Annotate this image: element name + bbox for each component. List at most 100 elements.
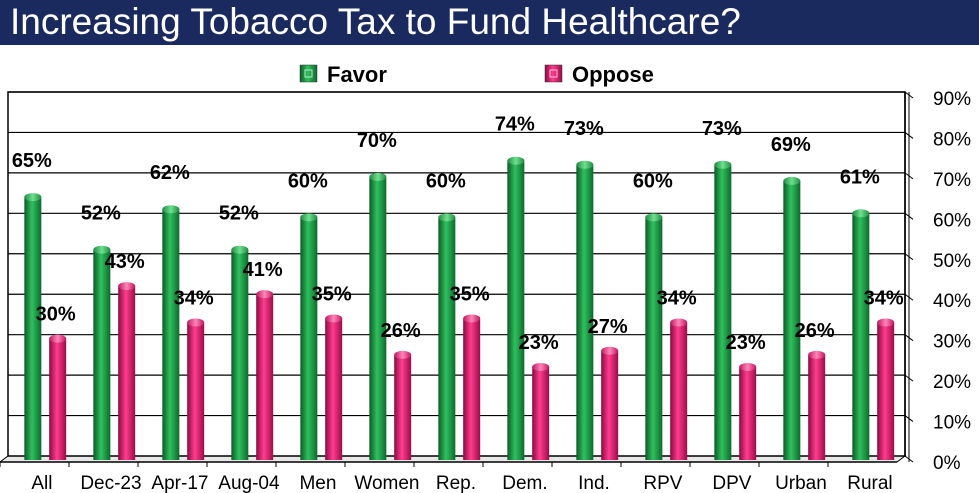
legend-favor-swatch — [299, 64, 318, 83]
favor-bar — [852, 209, 870, 460]
favor-data-label: 74% — [495, 114, 535, 136]
y-tick-label: 90% — [933, 89, 971, 110]
chart-title: Increasing Tobacco Tax to Fund Healthcar… — [10, 1, 741, 42]
legend-favor-swatch-highlight — [304, 69, 313, 78]
favor-bar — [714, 160, 732, 460]
oppose-bar-body — [325, 318, 343, 460]
favor-bar-cap — [300, 213, 318, 222]
favor-bar-body — [300, 217, 318, 460]
oppose-bar-body — [118, 286, 136, 460]
legend: Favor Oppose — [299, 62, 654, 87]
title-bar: Increasing Tobacco Tax to Fund Healthcar… — [0, 0, 979, 45]
legend-oppose-swatch — [544, 64, 563, 83]
x-tick-label: Ind. — [578, 473, 610, 493]
favor-bar-cap — [714, 160, 732, 169]
oppose-data-label: 35% — [450, 283, 490, 305]
favor-data-label: 52% — [219, 203, 259, 225]
favor-data-label: 69% — [771, 134, 811, 156]
oppose-bar — [601, 346, 619, 460]
oppose-bar — [394, 350, 412, 460]
favor-bar-cap — [645, 213, 663, 222]
favor-bar — [231, 245, 249, 460]
x-tick-label: Aug-04 — [218, 473, 280, 493]
oppose-data-label: 26% — [795, 320, 835, 342]
oppose-bar — [877, 318, 895, 460]
oppose-bar-cap — [877, 318, 895, 327]
favor-data-label: 60% — [633, 170, 673, 192]
favor-bar — [93, 245, 111, 460]
oppose-bar-body — [49, 338, 67, 460]
oppose-data-label: 26% — [381, 320, 421, 342]
oppose-bar-cap — [463, 314, 481, 323]
oppose-bar — [118, 282, 136, 460]
oppose-data-label: 30% — [36, 304, 76, 326]
oppose-bar — [532, 362, 550, 460]
favor-data-label: 73% — [702, 118, 742, 140]
oppose-bar-cap — [118, 282, 136, 291]
favor-data-label: 65% — [12, 150, 52, 172]
oppose-bar-cap — [187, 318, 205, 327]
favor-bar — [162, 205, 180, 460]
y-tick-label: 0% — [933, 453, 961, 474]
oppose-data-label: 27% — [588, 316, 628, 338]
oppose-bar-body — [670, 322, 688, 460]
legend-oppose-swatch-highlight — [549, 69, 558, 78]
bar-chart: Favor Oppose 0% 10% 20% 30% 40% 50% 60% 70% 80% 90… — [0, 62, 971, 493]
favor-bar-cap — [576, 160, 594, 169]
favor-bar-body — [162, 209, 180, 460]
favor-bar-cap — [783, 176, 801, 185]
favor-bar — [645, 213, 663, 460]
favor-bar-cap — [93, 245, 111, 254]
favor-bar-body — [645, 217, 663, 460]
x-tick-label: RPV — [643, 473, 682, 493]
x-tick-label: All — [31, 473, 52, 493]
favor-bar — [576, 160, 594, 460]
favor-bar-cap — [24, 193, 42, 202]
x-tick-label: Women — [354, 473, 419, 493]
y-tick-label: 80% — [933, 129, 971, 150]
favor-bar-body — [507, 160, 525, 460]
favor-bar-cap — [162, 205, 180, 214]
oppose-bar-body — [808, 354, 826, 460]
oppose-data-label: 35% — [312, 283, 352, 305]
oppose-bar-body — [187, 322, 205, 460]
oppose-data-label: 23% — [519, 332, 559, 354]
oppose-bar-body — [601, 350, 619, 460]
oppose-bar-body — [463, 318, 481, 460]
legend-favor: Favor — [299, 62, 387, 87]
favor-bar-cap — [852, 209, 870, 218]
oppose-bar-cap — [325, 314, 343, 323]
favor-data-label: 73% — [564, 118, 604, 140]
oppose-bar-cap — [256, 290, 274, 299]
favor-bar-body — [714, 164, 732, 460]
favor-bar-cap — [507, 156, 525, 165]
favor-data-label: 52% — [81, 203, 121, 225]
favor-bar — [300, 213, 318, 460]
oppose-bar-cap — [394, 350, 412, 359]
favor-bar — [369, 172, 387, 460]
favor-bar-cap — [369, 172, 387, 181]
favor-data-label: 60% — [426, 170, 466, 192]
y-tick-label: 40% — [933, 291, 971, 312]
favor-bar — [507, 156, 525, 460]
favor-bar-body — [24, 197, 42, 460]
x-tick-label: Rural — [847, 473, 892, 493]
oppose-bar — [670, 318, 688, 460]
y-tick-label: 30% — [933, 332, 971, 353]
y-tick-label: 20% — [933, 372, 971, 393]
x-tick-label: Rep. — [436, 473, 476, 493]
favor-bar-body — [576, 164, 594, 460]
oppose-bar-body — [394, 354, 412, 460]
oppose-bar — [49, 334, 67, 460]
y-tick-label: 60% — [933, 210, 971, 231]
favor-data-label: 60% — [288, 170, 328, 192]
oppose-bar-cap — [49, 334, 67, 343]
favor-data-label: 62% — [150, 162, 190, 184]
x-tick-label: Dem. — [502, 473, 547, 493]
oppose-bar-cap — [670, 318, 688, 327]
y-tick-label: 70% — [933, 170, 971, 191]
oppose-bar — [325, 314, 343, 460]
favor-bar — [438, 213, 456, 460]
oppose-bar-cap — [601, 346, 619, 355]
favor-bar-cap — [231, 245, 249, 254]
